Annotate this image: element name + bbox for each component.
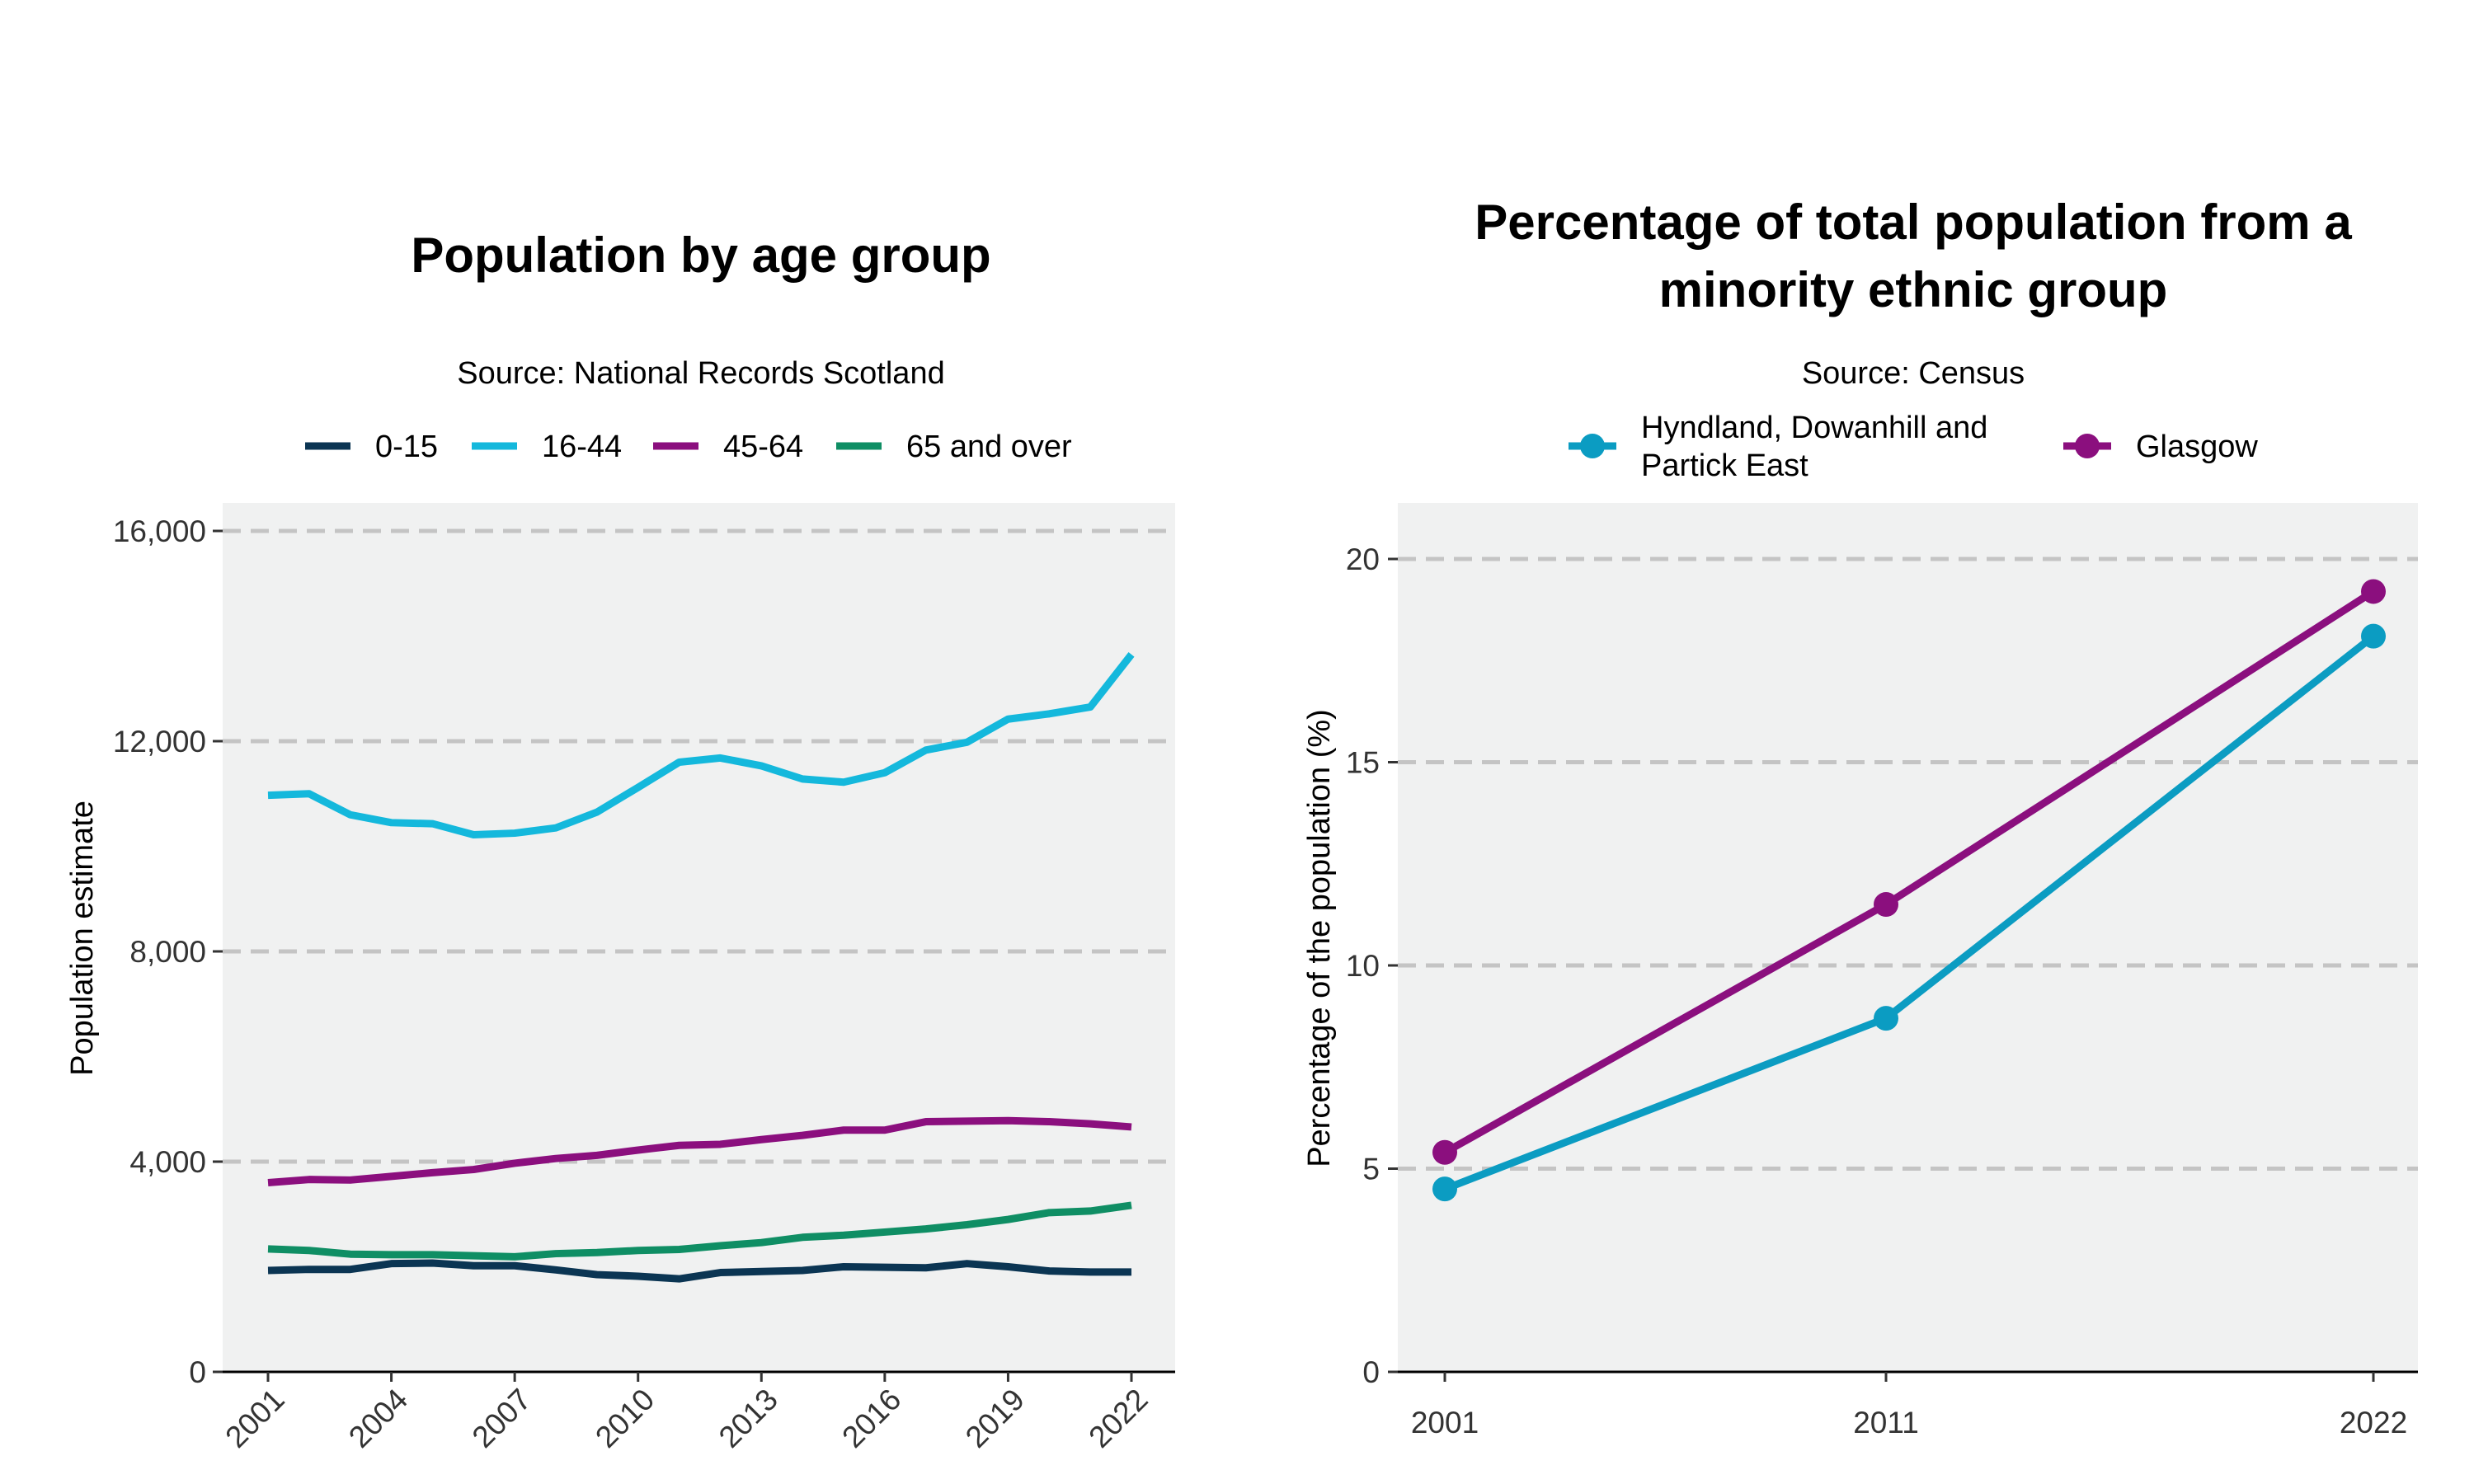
x-tick-label: 2022 [2340,1406,2407,1439]
x-tick-label: 2013 [713,1383,784,1454]
series-line-0-15 [267,1259,1131,1283]
legend: Hyndland, Dowanhill and Partick East Gla… [1569,411,2258,483]
y-axis: 0 4,000 8,000 12,000 16,000 [113,514,223,1389]
legend-label-line-1: Hyndland, Dowanhill and [1641,411,1987,445]
legend-item-0-15: 0-15 [305,430,438,464]
data-point-glasgow [2361,579,2386,604]
x-tick-label: 2019 [959,1383,1031,1454]
x-tick-label: 2011 [1853,1406,1919,1439]
series-line-45-64 [267,1116,1132,1186]
legend-swatch-marker [2075,434,2100,458]
chart-subtitle: Source: National Records Scotland [457,356,944,391]
data-point-glasgow [1874,892,1898,918]
chart-subtitle: Source: Census [1802,356,2025,391]
legend-swatch-marker [1580,434,1605,458]
x-tick-label: 2022 [1082,1383,1154,1454]
plot-area [1398,503,2418,1373]
chart-title: Population by age group [411,228,990,283]
legend-item-16-44: 16-44 [472,430,622,464]
x-tick-label: 2001 [219,1383,290,1454]
x-axis: 2001 2011 2022 [1411,1372,2407,1439]
series-line-16-44 [267,652,1135,838]
y-tick-label: 5 [1362,1153,1380,1186]
chart-title-line-1: Percentage of total population from a [1475,195,2352,250]
y-tick-label: 10 [1346,949,1380,983]
x-tick-label: 2001 [1411,1406,1479,1439]
legend-label: 0-15 [375,430,438,464]
plot-area [223,503,1175,1373]
gridlines [223,528,1175,1164]
x-tick-label: 2007 [466,1383,538,1454]
series-line-65-and-over [267,1201,1132,1261]
y-tick-label: 16,000 [113,514,206,548]
legend-item-65-and-over: 65 and over [836,430,1072,464]
y-tick-label: 20 [1346,542,1380,576]
series-lines [267,652,1135,1283]
chart-title-line-2: minority ethnic group [1659,262,2168,317]
legend-label: 45-64 [723,430,803,464]
legend-label: 16-44 [542,430,622,464]
legend-label: 65 and over [906,430,1072,464]
y-tick-label: 15 [1346,746,1380,780]
gridlines [1398,556,2418,1171]
y-axis: 0 5 10 15 20 [1346,542,1398,1389]
x-axis: 2001 2004 2007 2010 2013 2016 2019 2022 [219,1372,1155,1454]
population-by-age-chart: Population by age group Source: National… [65,228,1175,1454]
minority-ethnic-chart: Percentage of total population from a mi… [1302,195,2418,1439]
y-tick-label: 4,000 [129,1145,206,1179]
data-point-hyndland [2361,623,2386,649]
legend-item-glasgow: Glasgow [2063,430,2258,464]
legend-item-hyndland: Hyndland, Dowanhill and Partick East [1569,411,1987,483]
y-axis-label: Population estimate [65,801,100,1076]
series-lines [1432,579,2386,1202]
legend-label: Glasgow [2136,430,2258,464]
legend-item-45-64: 45-64 [653,430,803,464]
y-tick-label: 0 [1362,1355,1380,1389]
legend-label-line-2: Partick East [1641,448,1808,483]
y-tick-label: 12,000 [113,725,206,758]
x-tick-label: 2004 [342,1383,414,1454]
data-point-hyndland [1432,1176,1457,1202]
y-tick-label: 0 [189,1355,206,1389]
y-axis-label: Percentage of the population (%) [1302,709,1337,1167]
data-point-hyndland [1874,1006,1898,1031]
x-tick-label: 2010 [589,1383,661,1454]
legend: 0-15 16-44 45-64 65 and over [305,430,1072,464]
data-point-glasgow [1432,1139,1457,1165]
y-tick-label: 8,000 [129,935,206,969]
x-tick-label: 2016 [835,1383,907,1454]
